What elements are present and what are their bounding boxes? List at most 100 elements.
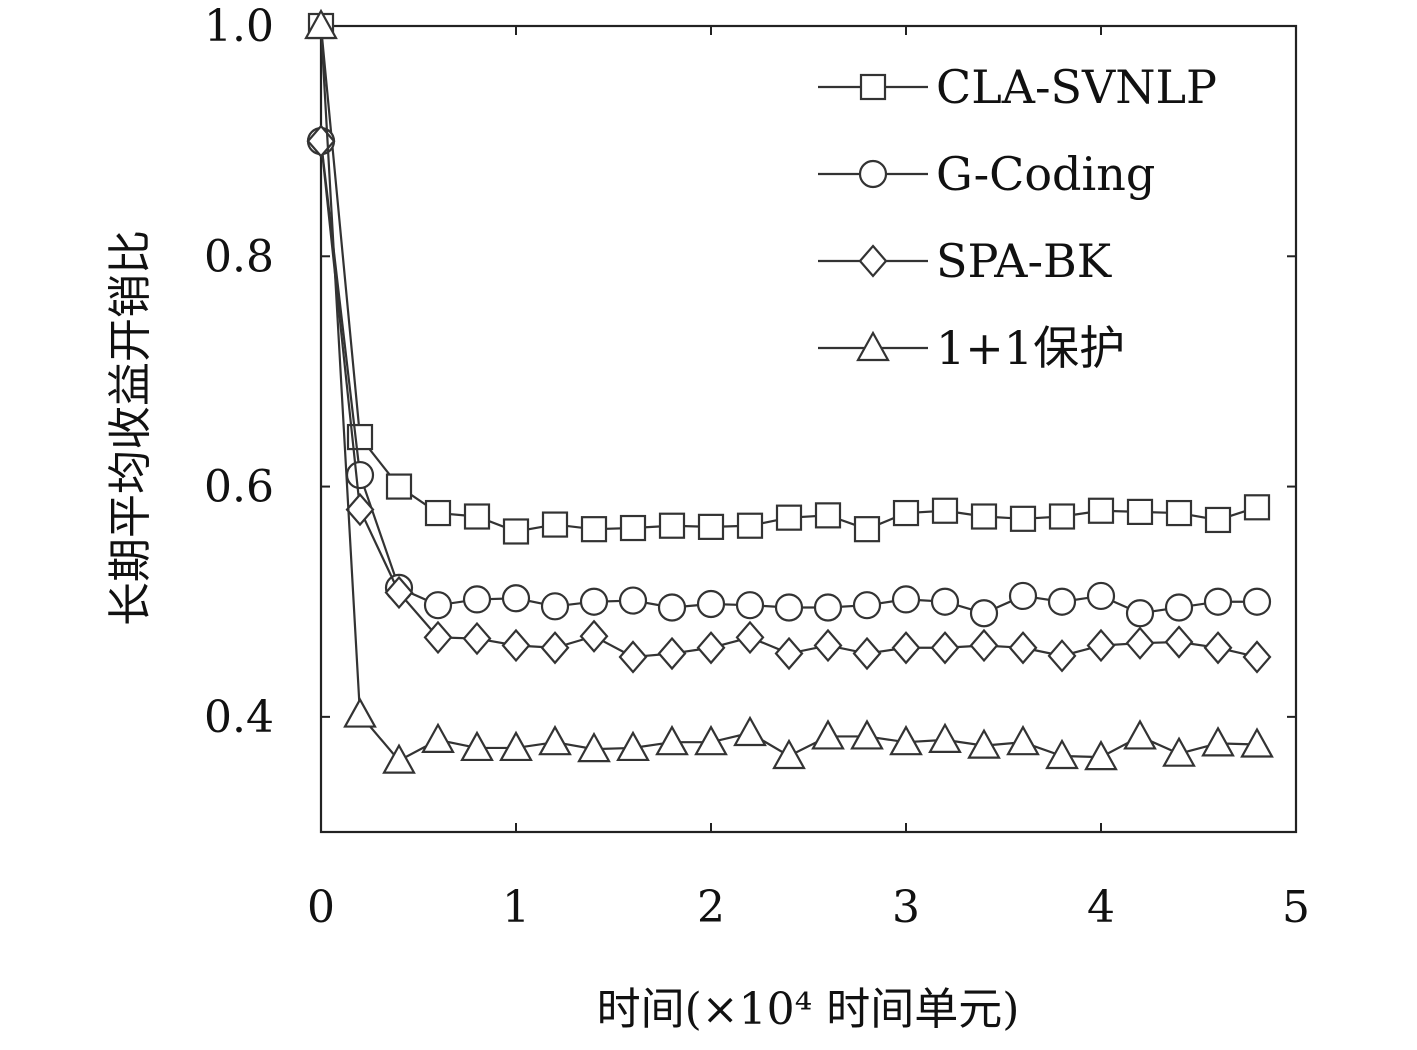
y-tick-label-0: 0.4 <box>204 692 274 743</box>
data-point-1-3 <box>423 591 453 620</box>
data-point-2-20 <box>1086 628 1116 663</box>
data-point-1-8 <box>618 586 648 615</box>
data-point-1-23 <box>1203 587 1233 616</box>
data-point-3-12 <box>772 738 806 770</box>
data-point-3-0 <box>304 8 338 40</box>
legend-label-2: SPA-BK <box>936 234 1113 288</box>
data-point-1-5 <box>501 584 531 613</box>
series-line-1 <box>319 141 1257 615</box>
data-point-1-17 <box>969 599 999 628</box>
data-point-1-13 <box>813 593 843 622</box>
y-tick-label-2: 0.8 <box>204 231 274 282</box>
legend-label-3: 1+1保护 <box>936 321 1125 375</box>
data-point-0-17 <box>970 503 998 530</box>
legend-marker-0 <box>859 73 887 101</box>
legend-marker-2 <box>858 244 888 278</box>
data-point-2-16 <box>930 631 960 665</box>
data-point-3-9 <box>655 724 689 756</box>
data-point-3-22 <box>1162 736 1196 767</box>
data-point-1-24 <box>1242 587 1272 616</box>
data-point-3-20 <box>1084 739 1118 771</box>
data-point-0-15 <box>892 499 920 527</box>
y-tick-label-3: 1.0 <box>204 1 274 52</box>
data-point-2-19 <box>1047 639 1077 673</box>
data-point-0-8 <box>619 514 647 542</box>
y-axis-label: 长期平均收益开销比 <box>105 230 156 626</box>
data-point-2-4 <box>462 621 492 656</box>
x-tick-label-4: 4 <box>1087 882 1115 933</box>
data-point-3-6 <box>538 724 572 756</box>
data-point-0-19 <box>1048 503 1076 530</box>
data-point-1-15 <box>891 585 921 614</box>
legend: CLA-SVNLP G-Coding SPA-BK 1+1保护 <box>818 60 1217 375</box>
series-1-g-coding <box>306 127 1272 628</box>
data-point-2-14 <box>852 636 882 671</box>
data-point-0-23 <box>1204 506 1232 534</box>
data-point-3-17 <box>967 728 1001 759</box>
data-point-3-16 <box>928 722 962 753</box>
data-point-1-6 <box>540 592 570 621</box>
data-point-2-5 <box>501 628 531 663</box>
data-point-3-4 <box>460 730 494 762</box>
y-tick-label-1: 0.6 <box>204 462 274 513</box>
legend-marker-1 <box>858 159 888 189</box>
data-point-3-18 <box>1006 724 1040 756</box>
data-point-1-4 <box>462 585 492 614</box>
data-point-2-10 <box>696 631 726 665</box>
x-tick-label-3: 3 <box>892 882 920 933</box>
data-point-1-9 <box>657 593 687 622</box>
data-point-0-7 <box>580 516 608 543</box>
data-point-3-8 <box>616 730 650 762</box>
data-point-2-7 <box>579 619 609 653</box>
x-tick-label-1: 1 <box>502 882 530 933</box>
data-point-0-6 <box>541 511 569 538</box>
plot-frame <box>319 24 1298 834</box>
data-point-0-9 <box>658 512 686 539</box>
legend-marker-3 <box>856 330 890 362</box>
data-point-3-21 <box>1123 719 1157 750</box>
data-point-3-5 <box>499 730 533 762</box>
data-point-2-2 <box>384 575 414 610</box>
data-point-1-20 <box>1086 581 1116 611</box>
data-point-0-16 <box>931 497 959 524</box>
data-point-1-22 <box>1164 593 1194 622</box>
data-point-1-19 <box>1047 587 1077 616</box>
data-point-2-21 <box>1125 626 1155 660</box>
x-tick-label-2: 2 <box>697 882 725 933</box>
data-point-2-3 <box>423 620 453 655</box>
data-point-0-12 <box>775 504 803 531</box>
data-point-0-3 <box>424 499 452 527</box>
x-tick-label-5: 5 <box>1282 882 1310 933</box>
data-point-1-7 <box>579 587 609 616</box>
axes: 0 1 2 3 4 5 0.4 0.6 0.8 1.0 <box>204 1 1310 933</box>
data-point-0-22 <box>1165 499 1193 527</box>
data-point-3-3 <box>421 722 455 753</box>
series-0-cla-svnlp <box>307 12 1271 545</box>
data-point-3-2 <box>382 743 416 774</box>
data-point-2-22 <box>1164 625 1194 659</box>
data-point-2-11 <box>735 620 765 655</box>
data-point-0-11 <box>736 512 764 539</box>
data-point-2-15 <box>891 631 921 665</box>
data-point-3-1 <box>343 697 377 728</box>
data-point-3-14 <box>850 719 884 750</box>
data-point-0-20 <box>1087 497 1115 524</box>
data-point-3-19 <box>1045 738 1079 770</box>
data-point-3-23 <box>1201 726 1235 757</box>
data-point-0-21 <box>1126 498 1154 526</box>
data-point-3-7 <box>577 731 611 763</box>
series-layer <box>304 8 1274 774</box>
data-point-0-10 <box>697 513 725 540</box>
data-point-1-14 <box>852 591 882 620</box>
x-tick-label-0: 0 <box>307 882 335 933</box>
data-point-3-11 <box>733 715 767 747</box>
data-point-2-24 <box>1242 640 1272 674</box>
data-point-2-13 <box>813 628 843 663</box>
series-2-spa-bk <box>306 124 1272 674</box>
data-point-0-18 <box>1009 505 1037 532</box>
data-point-1-1 <box>345 460 375 490</box>
series-3-1-1 <box>304 8 1274 774</box>
data-point-2-9 <box>657 636 687 671</box>
